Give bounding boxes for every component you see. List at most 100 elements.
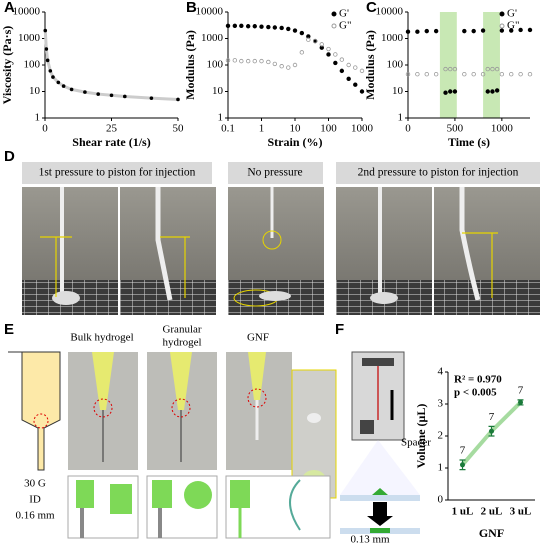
point bbox=[415, 29, 420, 34]
y-axis-label: Viscosity (Pa·s) bbox=[0, 26, 14, 105]
point bbox=[69, 87, 74, 92]
point bbox=[312, 38, 318, 44]
point bbox=[405, 29, 411, 34]
point bbox=[415, 71, 420, 77]
x-tick-label: 0 bbox=[405, 123, 411, 135]
legend-marker bbox=[499, 11, 505, 17]
point bbox=[326, 46, 331, 52]
highlight-band bbox=[439, 12, 457, 118]
point bbox=[499, 28, 505, 33]
y-tick-label: 100 bbox=[24, 59, 41, 71]
point bbox=[346, 62, 351, 68]
label: 0.13 mm bbox=[350, 534, 390, 545]
y-tick-label: 1000 bbox=[18, 32, 41, 44]
point bbox=[272, 61, 278, 67]
y-tick-label: 2 bbox=[438, 430, 444, 442]
x-tick-label: 25 bbox=[106, 123, 118, 135]
point bbox=[471, 28, 476, 34]
device bbox=[340, 351, 420, 534]
point bbox=[272, 25, 278, 30]
x-tick-label: 1 uL bbox=[452, 506, 474, 518]
axis bbox=[407, 12, 530, 119]
point bbox=[292, 28, 298, 33]
point bbox=[443, 90, 448, 95]
point bbox=[485, 89, 490, 94]
point bbox=[252, 58, 257, 64]
y-tick-label: 1 bbox=[438, 462, 444, 474]
y-tick-label: 1 bbox=[398, 112, 404, 124]
x-tick-label: 1 bbox=[259, 123, 265, 135]
label: ID bbox=[29, 494, 41, 506]
photos-d bbox=[22, 187, 540, 315]
point bbox=[433, 28, 439, 34]
point bbox=[359, 89, 365, 94]
y-tick-label: 100 bbox=[207, 59, 224, 71]
point bbox=[176, 97, 180, 102]
y-axis-label: Modulus (Pa) bbox=[363, 30, 377, 100]
panel-label: B bbox=[186, 0, 197, 16]
annotation: p < 0.005 bbox=[454, 387, 497, 399]
legend-label: G' bbox=[339, 8, 349, 20]
point bbox=[333, 52, 338, 57]
panel-label: C bbox=[366, 0, 377, 16]
y-tick-label: 10000 bbox=[196, 6, 224, 18]
point bbox=[489, 428, 494, 434]
point bbox=[259, 58, 264, 64]
point bbox=[259, 24, 264, 29]
point bbox=[346, 76, 351, 82]
y-axis-label: Modulus (Pa) bbox=[183, 30, 197, 100]
point bbox=[462, 71, 467, 77]
point bbox=[518, 399, 523, 405]
n-label: 7 bbox=[518, 384, 524, 396]
point bbox=[239, 23, 244, 29]
point bbox=[326, 52, 331, 57]
point bbox=[462, 28, 467, 34]
point bbox=[149, 96, 154, 100]
x-tick-label: 100 bbox=[320, 123, 337, 135]
label: Bulk hydrogel bbox=[70, 332, 133, 344]
y-tick-label: 100 bbox=[387, 59, 404, 71]
panel-label: E bbox=[4, 321, 14, 338]
point bbox=[480, 28, 486, 33]
label: GNF bbox=[247, 332, 269, 344]
point bbox=[45, 58, 50, 63]
point bbox=[83, 90, 87, 94]
panel-label: D bbox=[4, 148, 15, 165]
point bbox=[452, 66, 458, 72]
point bbox=[109, 93, 114, 98]
x-tick-label: 10 bbox=[290, 123, 302, 135]
point bbox=[292, 62, 298, 68]
point bbox=[494, 88, 500, 93]
point bbox=[279, 64, 284, 69]
axis bbox=[44, 12, 178, 119]
x-tick-label: 0 bbox=[42, 123, 48, 135]
x-axis-label: Shear rate (1/s) bbox=[72, 135, 150, 149]
label: Granular bbox=[162, 324, 201, 336]
caption-bg bbox=[22, 162, 212, 184]
point bbox=[433, 71, 439, 77]
x-tick-label: 3 uL bbox=[510, 506, 532, 518]
point bbox=[279, 25, 284, 31]
n-label: 7 bbox=[460, 445, 466, 457]
point bbox=[509, 71, 514, 77]
legend-marker bbox=[331, 23, 337, 29]
caption-bg bbox=[336, 162, 540, 184]
caption-bg bbox=[228, 162, 323, 184]
point bbox=[443, 66, 448, 72]
panel-label: F bbox=[335, 321, 344, 338]
caption: 2nd pressure to piston for injection bbox=[358, 167, 519, 179]
point bbox=[448, 66, 453, 72]
y-tick-label: 4 bbox=[438, 366, 444, 378]
y-tick-label: 10 bbox=[29, 85, 41, 97]
point bbox=[319, 42, 324, 47]
point bbox=[485, 66, 490, 72]
point bbox=[471, 71, 476, 77]
x-tick-label: 1000 bbox=[491, 123, 514, 135]
point bbox=[245, 58, 251, 64]
highlight-band bbox=[483, 12, 500, 118]
point bbox=[509, 28, 514, 33]
point bbox=[239, 58, 244, 64]
point bbox=[353, 82, 358, 87]
caption: 1st pressure to piston for injection bbox=[39, 167, 196, 179]
